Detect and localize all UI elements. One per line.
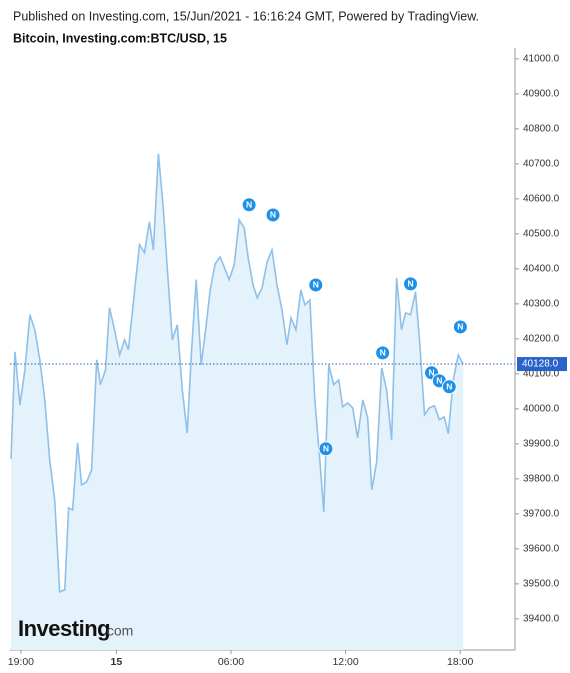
- watermark-suffix: .com: [103, 623, 133, 639]
- news-marker-label: N: [428, 368, 434, 378]
- news-marker-label: N: [313, 280, 319, 290]
- news-marker-label: N: [323, 444, 329, 454]
- news-marker-dot: [403, 276, 419, 292]
- y-tick-label: 40100.0: [523, 368, 560, 379]
- last-price-label: 40128.0: [522, 359, 559, 370]
- news-marker-label: N: [436, 376, 442, 386]
- news-marker[interactable]: N: [318, 441, 334, 457]
- news-marker-label: N: [446, 382, 452, 392]
- watermark-brand: Investing: [18, 616, 110, 641]
- last-price-box: [517, 357, 567, 372]
- x-tick-label: 15: [111, 656, 123, 668]
- news-marker-dot: [375, 345, 391, 361]
- y-tick-label: 40500.0: [523, 228, 560, 239]
- x-tick-label: 19:00: [8, 656, 34, 668]
- y-tick-label: 40900.0: [523, 88, 560, 99]
- news-marker[interactable]: N: [375, 345, 391, 361]
- watermark: Investing .com: [18, 616, 133, 641]
- news-marker-dot: [452, 319, 468, 335]
- x-tick-label: 12:00: [332, 656, 358, 668]
- x-tick-label: 18:00: [447, 656, 473, 668]
- symbol-title: Bitcoin, Investing.com:BTC/USD, 15: [13, 31, 227, 45]
- y-tick-label: 40000.0: [523, 403, 560, 414]
- news-marker[interactable]: N: [308, 277, 324, 293]
- news-marker[interactable]: N: [452, 319, 468, 335]
- news-marker[interactable]: N: [241, 197, 257, 213]
- news-marker[interactable]: N: [265, 207, 281, 223]
- y-tick-label: 40700.0: [523, 158, 560, 169]
- y-tick-label: 39500.0: [523, 578, 560, 589]
- news-marker-label: N: [407, 279, 413, 289]
- news-marker-dot: [265, 207, 281, 223]
- news-marker-label: N: [246, 200, 252, 210]
- news-marker-label: N: [380, 348, 386, 358]
- y-tick-label: 39700.0: [523, 508, 560, 519]
- y-tick-label: 40600.0: [523, 193, 560, 204]
- y-tick-label: 39600.0: [523, 543, 560, 554]
- y-tick-label: 40200.0: [523, 333, 560, 344]
- news-marker-dot: [308, 277, 324, 293]
- y-tick-label: 40300.0: [523, 298, 560, 309]
- x-tick-label: 06:00: [218, 656, 244, 668]
- area-fill: [11, 153, 464, 650]
- news-marker[interactable]: N: [403, 276, 419, 292]
- y-tick-label: 40400.0: [523, 263, 560, 274]
- y-tick-label: 41000.0: [523, 53, 560, 64]
- news-marker-dot: [441, 379, 457, 395]
- price-line: [10, 153, 464, 594]
- y-tick-label: 40800.0: [523, 123, 560, 134]
- y-tick-label: 39800.0: [523, 473, 560, 484]
- y-tick-label: 39900.0: [523, 438, 560, 449]
- news-marker-label: N: [270, 210, 276, 220]
- news-marker-dot: [241, 197, 257, 213]
- news-marker[interactable]: N: [441, 379, 457, 395]
- y-tick-label: 39400.0: [523, 613, 560, 624]
- published-note: Published on Investing.com, 15/Jun/2021 …: [13, 9, 479, 23]
- news-marker-label: N: [457, 322, 463, 332]
- news-marker-dot: [318, 441, 334, 457]
